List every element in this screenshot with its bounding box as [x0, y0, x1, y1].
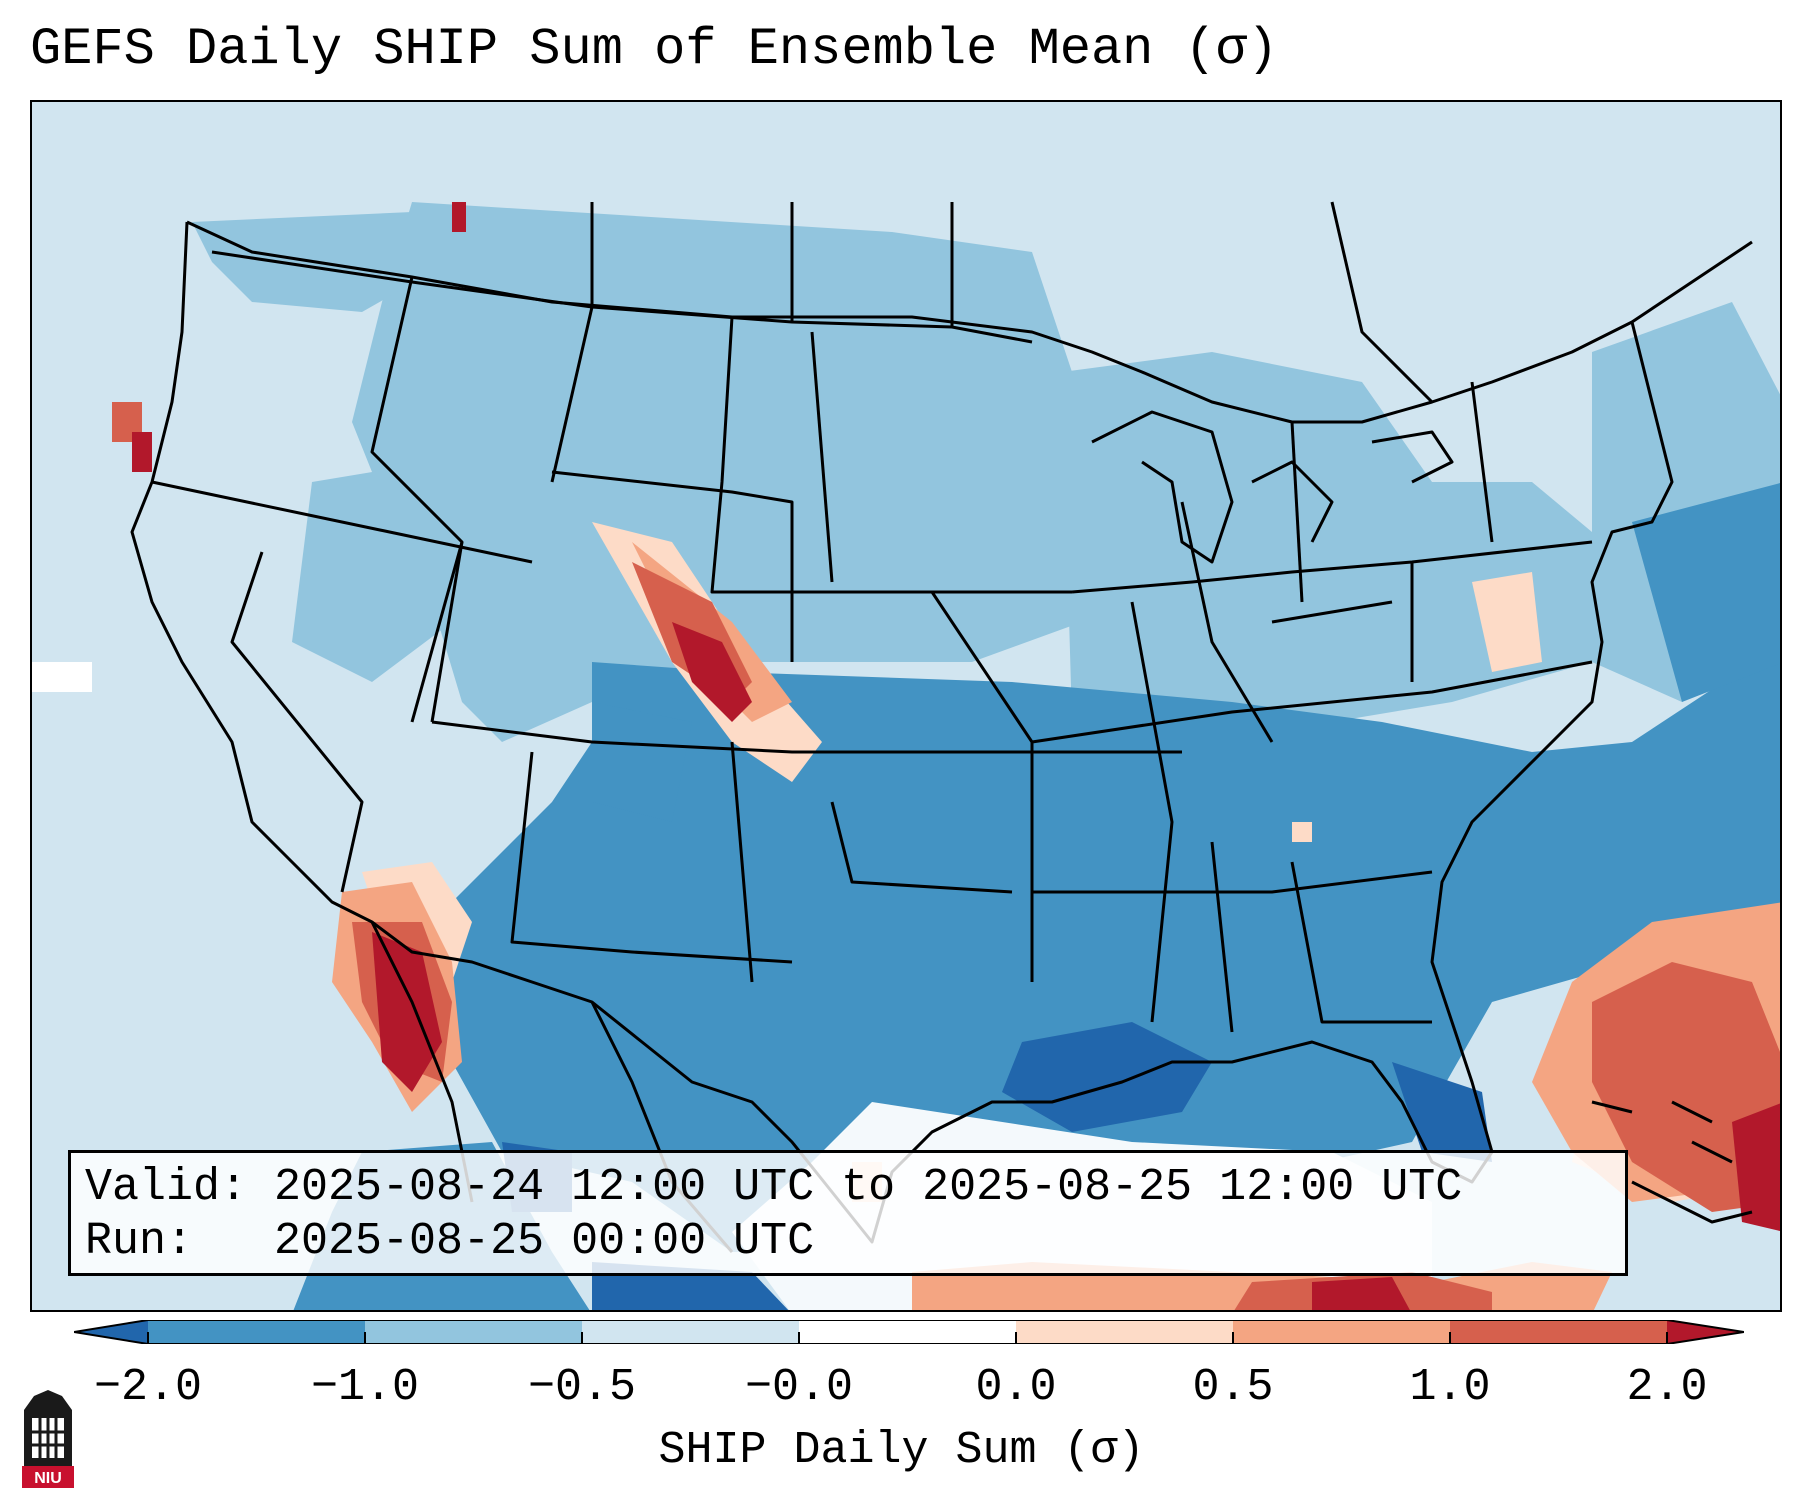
colorbar-segment [365, 1320, 582, 1344]
colorbar-tick-label: −0.0 [744, 1362, 854, 1413]
colorbar-tick-label: −1.0 [310, 1362, 420, 1413]
shading-moderate-negative [192, 202, 1780, 742]
valid-time-line: Valid: 2025-08-24 12:00 UTC to 2025-08-2… [85, 1162, 1463, 1213]
colorbar-extend-high [1667, 1320, 1744, 1344]
colorbar-segment [582, 1320, 799, 1344]
colorbar-segment [799, 1320, 1016, 1344]
validity-info-box: Valid: 2025-08-24 12:00 UTC to 2025-08-2… [68, 1150, 1628, 1276]
map-panel [30, 100, 1782, 1312]
chart-title: GEFS Daily SHIP Sum of Ensemble Mean (σ) [30, 20, 1279, 79]
colorbar-tick-label: 2.0 [1626, 1362, 1708, 1413]
colorbar-tick-label: −2.0 [93, 1362, 203, 1413]
colorbar-segment [1233, 1320, 1450, 1344]
colorbar-extend-low [74, 1320, 148, 1344]
state-borders [130, 201, 1753, 1253]
colorbar-tick-label: 0.5 [1192, 1362, 1274, 1413]
run-time-line: Run: 2025-08-25 00:00 UTC [85, 1216, 815, 1267]
shading-very-positive [132, 202, 1780, 1310]
colorbar-segment [148, 1320, 365, 1344]
colorbar-tick-label: 1.0 [1409, 1362, 1491, 1413]
map-canvas [32, 102, 1780, 1310]
colorbar-tick-label: 0.0 [975, 1362, 1057, 1413]
niu-logo-icon: NIU [22, 1390, 74, 1488]
colorbar [74, 1320, 1744, 1344]
colorbar-tick-label: −0.5 [527, 1362, 637, 1413]
colorbar-segment [1016, 1320, 1233, 1344]
colorbar-label: SHIP Daily Sum (σ) [658, 1425, 1145, 1476]
logo-text: NIU [34, 1470, 62, 1487]
colorbar-segment [1450, 1320, 1667, 1344]
